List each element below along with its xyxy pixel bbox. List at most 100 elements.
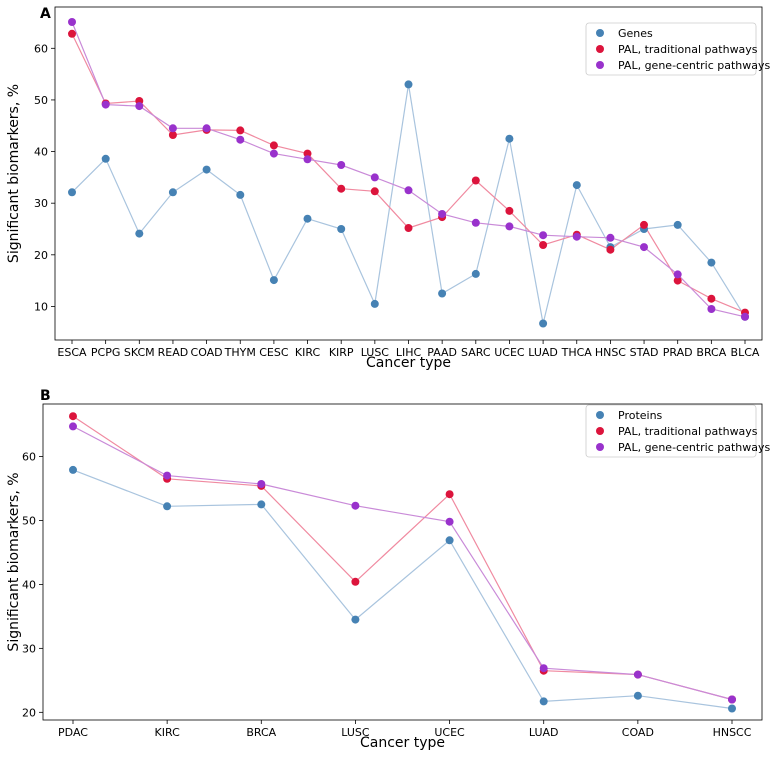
data-point [69, 422, 77, 431]
x-tick-label: PAAD [427, 346, 457, 359]
data-point [640, 220, 648, 229]
data-point [269, 149, 278, 158]
series-line-2 [72, 415, 733, 701]
legend-label: Proteins [618, 409, 663, 422]
y-tick-label: 40 [34, 146, 48, 159]
panel-letter: B [40, 388, 51, 404]
data-point [505, 206, 514, 215]
data-point [303, 149, 312, 158]
data-point [351, 615, 360, 624]
data-point [269, 141, 278, 150]
data-point [370, 187, 379, 196]
y-tick-label: 30 [34, 197, 48, 210]
data-point [370, 173, 379, 182]
x-tick-label: KIRP [329, 346, 354, 359]
data-point [471, 176, 480, 185]
x-tick-label: HNSC [595, 346, 626, 359]
data-point [163, 471, 172, 480]
legend-box [585, 404, 757, 458]
x-tick-label: COAD [622, 726, 654, 739]
data-point [606, 245, 615, 254]
x-tick-label: LIHC [396, 346, 422, 359]
x-tick-label: UCEC [494, 346, 525, 359]
data-point [707, 305, 716, 313]
legend-marker [596, 45, 604, 53]
data-point [370, 299, 379, 308]
data-point [337, 161, 346, 169]
legend-label: PAL, traditional pathways [618, 425, 758, 438]
data-point [673, 276, 682, 285]
x-tick-label: CESC [259, 346, 289, 359]
data-point [68, 18, 76, 26]
data-point [135, 229, 144, 238]
data-point [539, 664, 548, 673]
series-line-2 [71, 33, 746, 314]
data-point [257, 500, 266, 509]
data-point [303, 155, 312, 164]
data-point [539, 241, 548, 249]
data-point [69, 465, 77, 474]
data-point [337, 225, 346, 233]
x-tick-label: COAD [191, 346, 223, 359]
data-point [728, 704, 736, 713]
y-tick-label: 10 [34, 300, 48, 313]
data-point [303, 214, 312, 223]
x-tick-label: KIRC [155, 726, 181, 739]
data-point [606, 233, 615, 242]
data-point [236, 126, 245, 135]
data-point [163, 502, 172, 511]
x-tick-label: PCPG [91, 346, 120, 359]
data-point [445, 517, 454, 526]
x-tick-label: BLCA [731, 346, 760, 359]
panel-a: 10 20 30 40 50 60 ESCA PCPG SKCM READ COAD THYM CESC… [6, 6, 771, 371]
data-point [236, 135, 245, 144]
data-point [69, 412, 77, 421]
x-tick-label: THYM [224, 346, 256, 359]
data-point [236, 190, 245, 199]
data-point [572, 181, 581, 190]
data-point [135, 102, 144, 111]
legend-label: PAL, gene-centric pathways [618, 59, 771, 72]
y-tick-label: 60 [22, 450, 36, 463]
x-tick-label: READ [158, 346, 189, 359]
x-tick-label: KIRC [295, 346, 321, 359]
data-point [707, 294, 716, 303]
y-tick-label: 20 [22, 706, 36, 719]
y-tick-label: 60 [34, 42, 48, 55]
x-tick-label: THCA [561, 346, 593, 359]
data-point [640, 243, 648, 252]
data-point [633, 670, 642, 679]
x-axis-title: Cancer type [366, 355, 451, 371]
data-point [673, 270, 682, 279]
x-tick-label: SARC [461, 346, 491, 359]
x-axis-title: Cancer type [360, 735, 445, 751]
series-line-1 [72, 469, 733, 710]
legend-marker [596, 443, 604, 451]
x-tick-label: LUAD [529, 726, 559, 739]
x-tick-label: LUSC [361, 346, 390, 359]
series-line-3 [72, 425, 733, 701]
data-point [351, 577, 360, 586]
axes-frame [42, 403, 763, 721]
data-point [445, 490, 454, 499]
data-point [68, 188, 76, 197]
x-tick-label: SKCM [124, 346, 155, 359]
data-point [337, 184, 346, 193]
data-point [68, 29, 76, 38]
x-tick-label: PRAD [663, 346, 693, 359]
data-point [539, 697, 548, 706]
data-point [269, 276, 278, 285]
legend-marker [596, 61, 604, 69]
data-point [633, 691, 642, 700]
x-tick-label: ESCA [57, 346, 87, 359]
legend-label: PAL, gene-centric pathways [618, 441, 771, 454]
x-tick-label: PDAC [58, 726, 88, 739]
data-point [572, 232, 581, 241]
data-point [101, 100, 110, 109]
data-point [505, 134, 514, 143]
legend-marker [596, 427, 604, 435]
data-point [438, 289, 447, 298]
legend-marker [596, 29, 604, 37]
x-tick-label: UCEC [434, 726, 465, 739]
data-point [741, 312, 749, 321]
